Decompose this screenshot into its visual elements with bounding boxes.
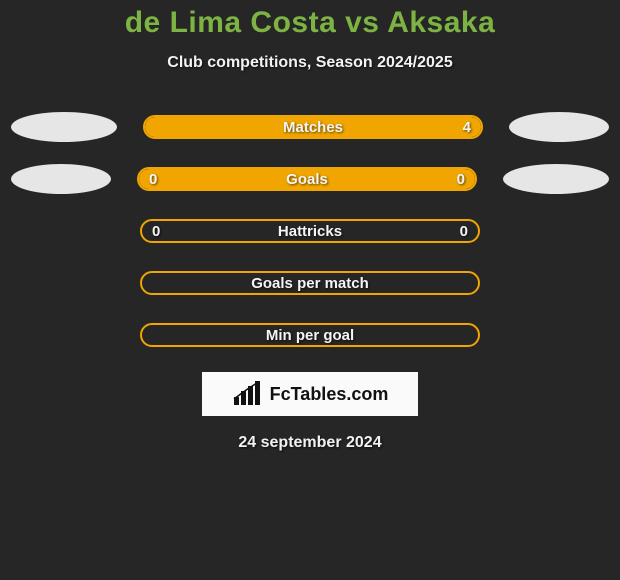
right-ellipse (503, 164, 609, 194)
brand-text: FcTables.com (270, 384, 389, 405)
compare-row: 0 Hattricks 0 (0, 216, 620, 246)
left-ellipse-spacer (8, 268, 114, 298)
bars-icon (232, 381, 266, 407)
stat-left-value: 0 (152, 223, 160, 240)
stat-label: Matches (283, 119, 343, 136)
stat-right-value: 0 (460, 223, 468, 240)
compare-row: Goals per match (0, 268, 620, 298)
stat-right-value: 0 (457, 171, 465, 188)
right-ellipse-spacer (506, 268, 612, 298)
stat-label: Hattricks (278, 223, 342, 240)
stat-label: Min per goal (266, 327, 354, 344)
compare-row: 0 Goals 0 (0, 164, 620, 194)
left-ellipse-spacer (8, 216, 114, 246)
stat-bar: Min per goal (140, 323, 480, 347)
stat-bar: 0 Hattricks 0 (140, 219, 480, 243)
page-subtitle: Club competitions, Season 2024/2025 (0, 54, 620, 72)
left-ellipse (11, 164, 111, 194)
brand-logo: FcTables.com (232, 381, 389, 407)
page-root: de Lima Costa vs Aksaka Club competition… (0, 0, 620, 580)
right-ellipse (509, 112, 609, 142)
brand-logo-box: FcTables.com (202, 372, 418, 416)
stat-label: Goals (286, 171, 328, 188)
stat-label: Goals per match (251, 275, 369, 292)
stat-bar: 0 Goals 0 (137, 167, 477, 191)
stat-left-value: 0 (149, 171, 157, 188)
right-ellipse-spacer (506, 320, 612, 350)
left-ellipse-spacer (8, 320, 114, 350)
stat-bar: Matches 4 (143, 115, 483, 139)
comparison-rows: Matches 4 0 Goals 0 0 Hattricks 0 Goals per matc… (0, 112, 620, 350)
compare-row: Min per goal (0, 320, 620, 350)
stat-right-value: 4 (463, 119, 471, 136)
footer-date: 24 september 2024 (0, 434, 620, 452)
right-ellipse-spacer (506, 216, 612, 246)
stat-bar: Goals per match (140, 271, 480, 295)
page-title: de Lima Costa vs Aksaka (0, 0, 620, 40)
left-ellipse (11, 112, 117, 142)
compare-row: Matches 4 (0, 112, 620, 142)
